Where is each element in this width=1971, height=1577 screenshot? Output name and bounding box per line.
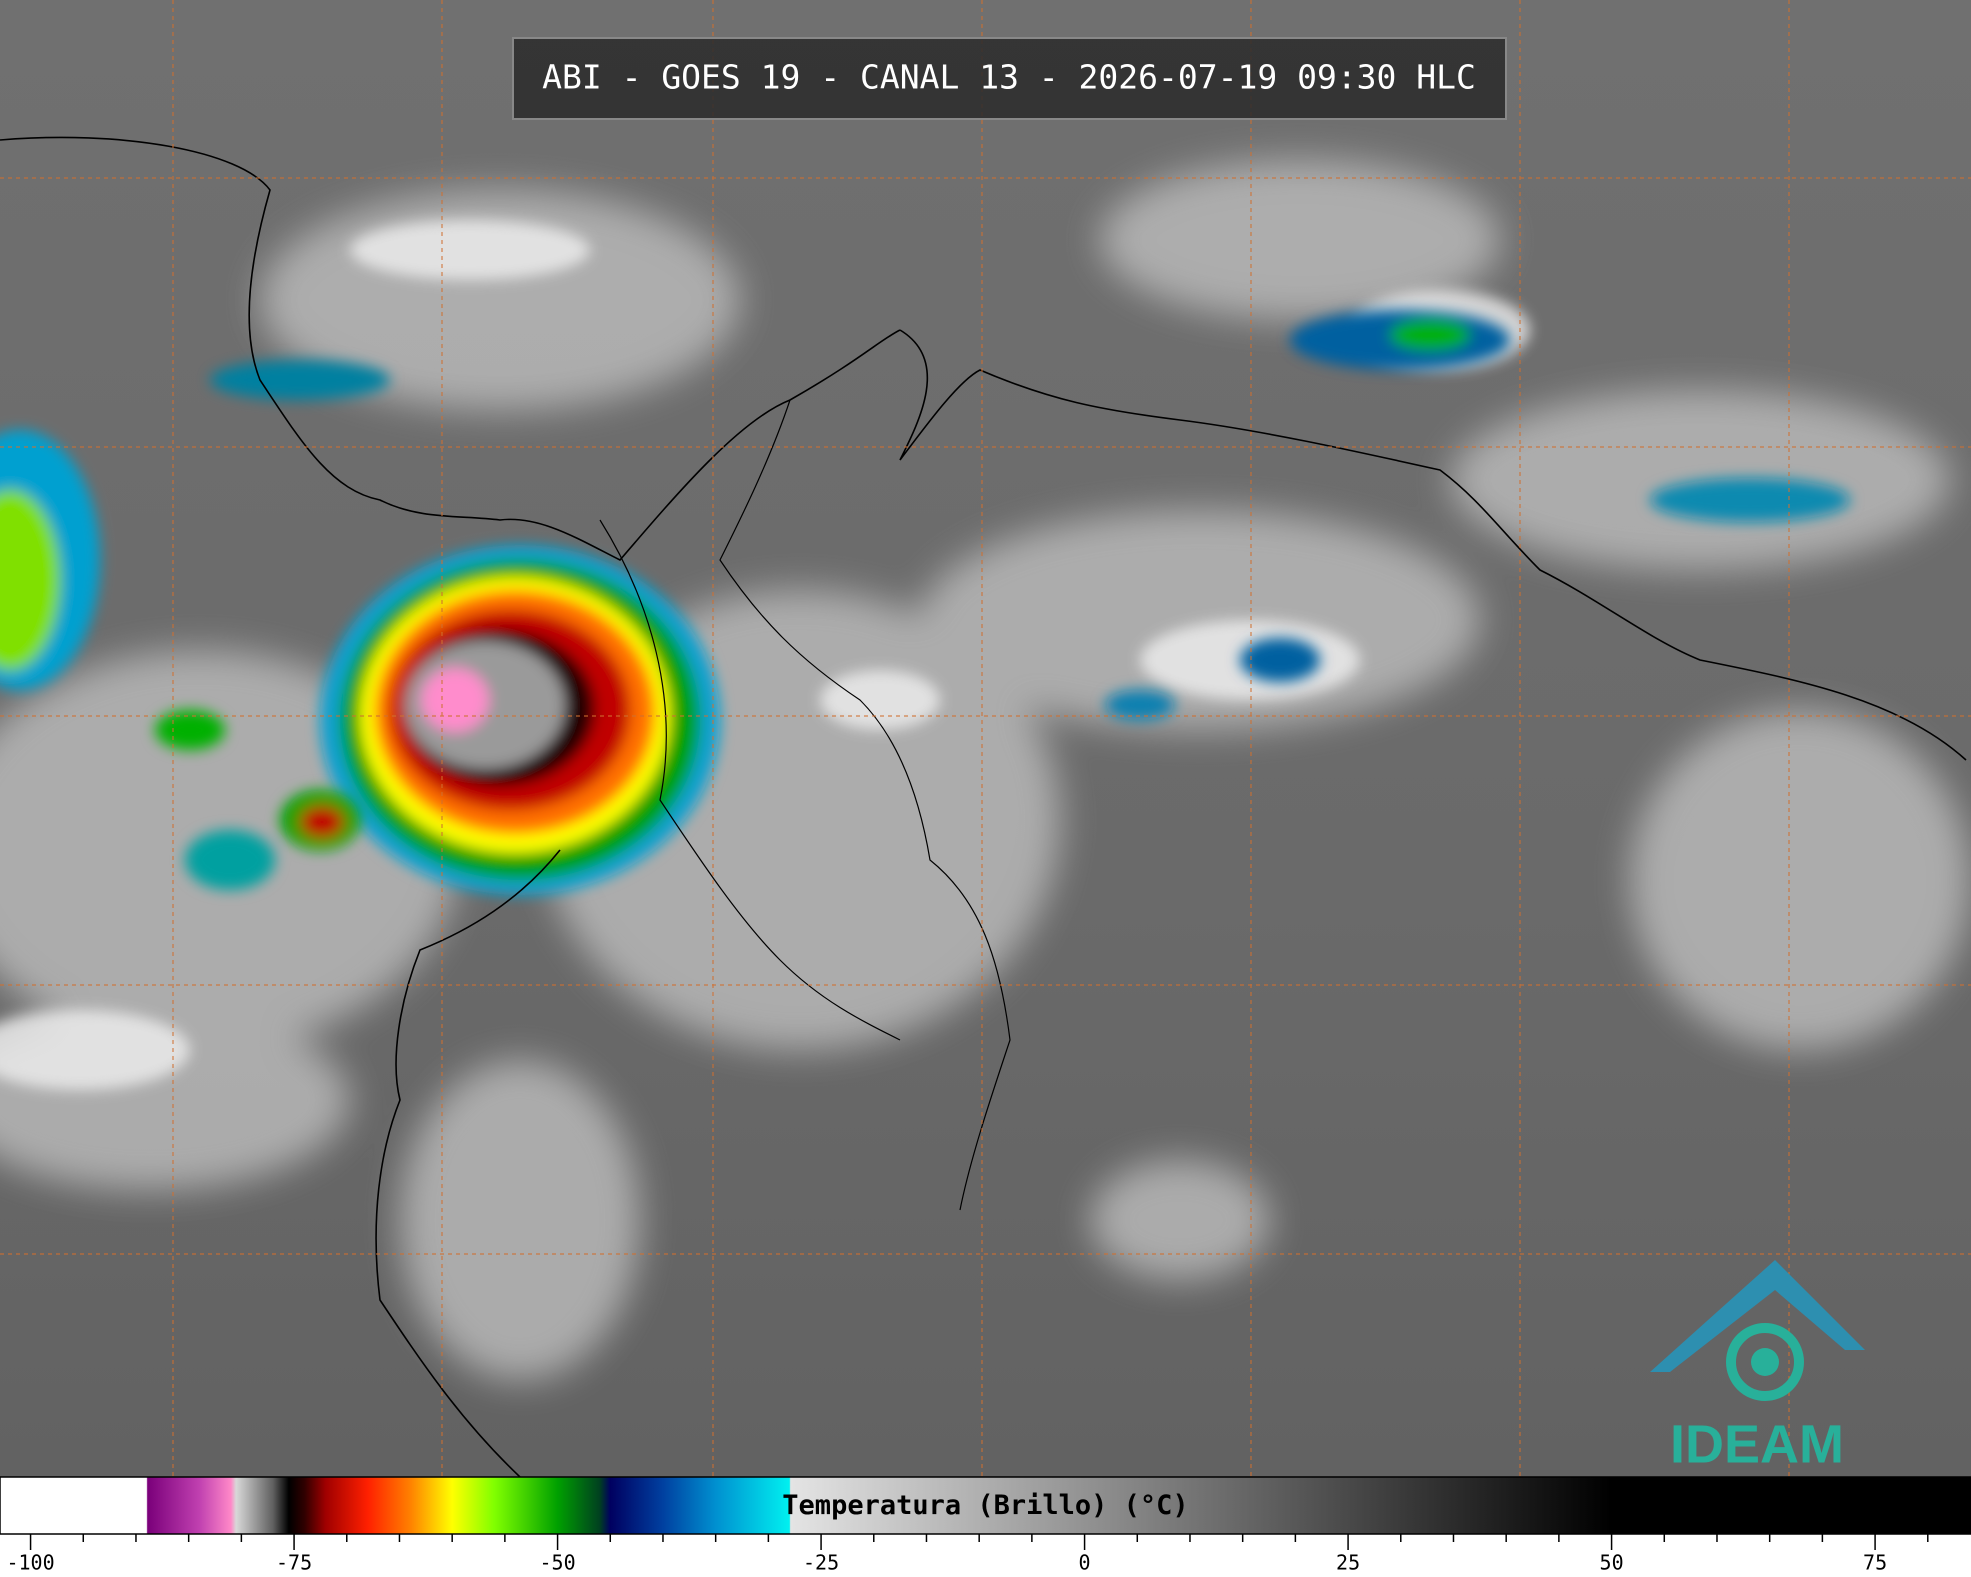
tick-label: -25 [803,1551,839,1575]
tick-label: -100 [6,1551,54,1575]
colorbar-bar [0,1476,1971,1535]
title: ABI - GOES 19 - CANAL 13 - 2026-07-19 09… [542,58,1476,97]
coastlines [0,136,1967,1478]
tick-label: -50 [540,1551,576,1575]
satellite-image [0,0,1971,1478]
title-box: ABI - GOES 19 - CANAL 13 - 2026-07-19 09… [512,37,1507,120]
tick-label: 75 [1863,1551,1887,1575]
colorbar-label: Temperatura (Brillo) (°C) [782,1490,1188,1521]
tick-label: 0 [1079,1551,1091,1575]
colorbar: Temperatura (Brillo) (°C) -100 -75 -50 -25 0 2… [0,1476,1971,1577]
tick-label: 50 [1600,1551,1624,1575]
graticule [0,0,1971,1477]
tick-label: -75 [276,1551,312,1575]
logo-text: IDEAM [1670,1414,1844,1474]
storm [0,310,1850,895]
logo: IDEAM [1650,1260,1865,1474]
tick-label: 25 [1336,1551,1360,1575]
